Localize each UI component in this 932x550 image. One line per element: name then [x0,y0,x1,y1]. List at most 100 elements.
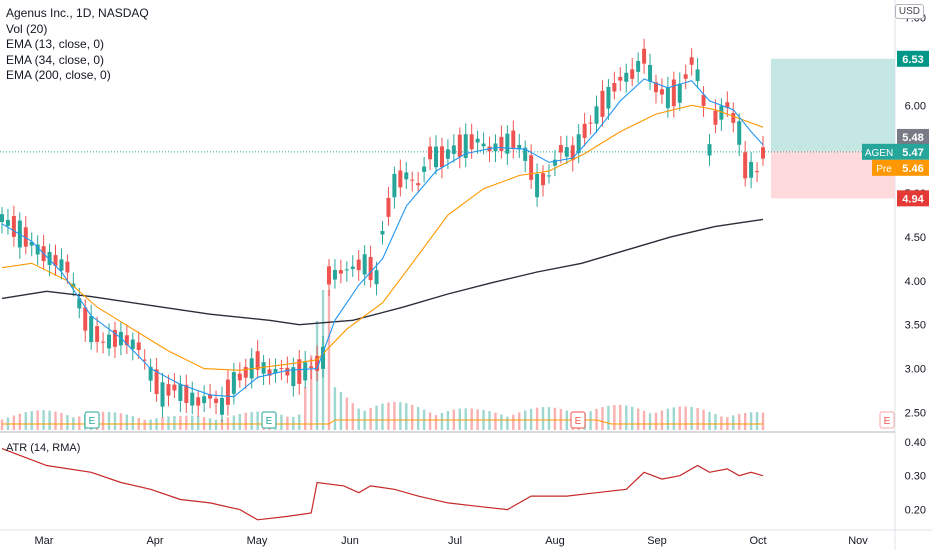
volume-bar [78,416,81,430]
volume-bar [220,419,224,430]
target-zone [771,58,895,151]
volume-bar [488,411,491,430]
candle-body [558,145,563,153]
volume-bar [18,413,22,430]
time-tick-label: Apr [146,535,163,547]
earnings-marker-label: E [884,416,891,427]
volume-bar [506,416,509,430]
volume-bar [589,411,592,430]
volume-bar [500,414,503,430]
candle-body [196,397,201,406]
volume-bar [0,419,4,430]
candle-body [701,94,706,106]
volume-bar [238,413,242,430]
candle-body [761,147,765,159]
candle-body [23,227,28,247]
candle-body [243,367,248,378]
ema34-line [1,104,764,371]
volume-bar [280,414,283,430]
volume-bar [345,397,349,430]
volume-bar [298,414,301,430]
volume-bar [357,408,360,430]
candle-body [755,171,760,173]
candle-body [219,397,224,415]
volume-bar [648,413,652,430]
volume-bar [625,405,628,430]
candle-body [665,87,670,109]
target-price-badge-label: 6.53 [902,54,923,66]
candle-body [416,183,421,186]
candle-body [160,382,165,407]
candle-body [671,79,676,107]
candle-body [166,384,171,396]
legend-ema200: EMA (200, close, 0) [6,68,111,82]
candle-body [231,372,236,394]
volume-bar [405,403,408,430]
candle-body [434,146,439,168]
volume-bar [351,403,354,430]
candle-body [380,230,385,235]
volume-bar [256,411,259,430]
candle-body [689,57,694,65]
volume-bar [541,407,545,430]
time-tick-label: Jun [341,535,359,547]
candle-body [546,175,551,177]
volume-bar [749,412,753,430]
volume-bar [381,403,384,430]
earnings-marker [261,411,277,429]
candle-body [190,392,195,406]
volume-bar [101,411,105,430]
candle-body [267,369,272,376]
candle-body [428,146,433,160]
volume-bar [30,411,33,430]
candle-body [297,359,302,384]
volume-bar [119,413,123,430]
candle-body [178,383,183,401]
volume-bar [54,411,57,430]
candle-body [368,256,373,281]
candle-body [356,259,361,271]
candle-body [653,82,658,93]
candle-body [124,335,129,346]
volume-bar [470,408,473,430]
atr-tick-label: 0.30 [905,471,926,483]
candle-body [600,90,605,117]
candle-body [564,147,569,157]
candle-body [11,215,16,237]
chart-title: Agenus Inc., 1D, NASDAQ [6,6,149,20]
volume-bar [595,408,598,430]
candle-body [279,368,284,370]
earnings-marker [570,411,586,429]
volume-bar [696,408,699,430]
volume-bar [446,411,450,430]
volume-bar [642,410,646,430]
candle-body [576,134,581,154]
volume-bar [60,412,63,430]
volume-bar [185,415,188,430]
volume-bar [244,412,247,430]
candle-body [202,396,207,404]
volume-bar [292,416,295,430]
candle-body [315,355,320,371]
symbol-tag-label: AGEN [865,148,893,159]
candle-body [350,266,355,269]
currency-label[interactable]: USD [894,4,924,19]
candle-body [749,161,754,178]
volume-bar [631,406,634,430]
candle-body [398,170,403,188]
volume-bar [553,407,557,430]
volume-bar [720,416,723,430]
candle-body [261,362,266,374]
candle-body [112,329,117,347]
candle-body [0,214,4,223]
candle-body [505,133,510,154]
candle-body [338,270,343,274]
candle-body [410,179,415,181]
legend-volume: Vol (20) [6,21,48,36]
candle-body [5,219,10,226]
candle-body [606,86,611,109]
volume-bar [48,410,51,430]
volume-bar [458,408,461,430]
candle-body [404,172,409,180]
candle-body [707,144,712,156]
